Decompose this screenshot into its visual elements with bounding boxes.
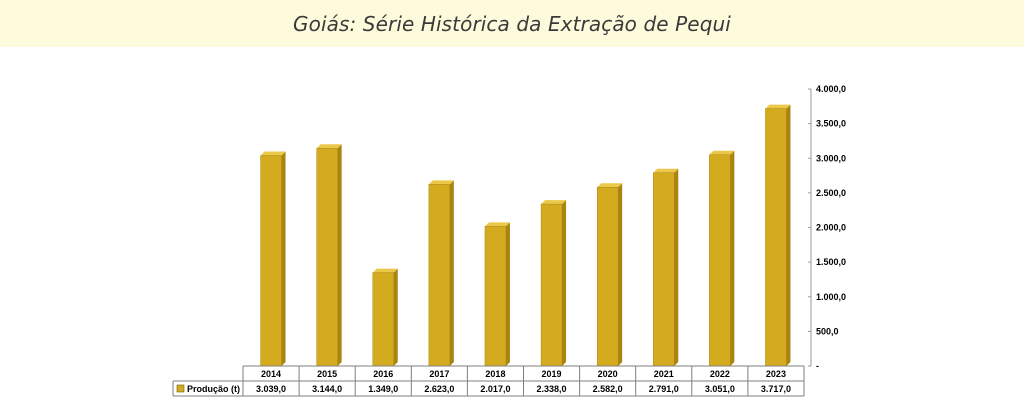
bar-front — [428, 184, 451, 367]
data-value-label: 2.338,0 — [537, 384, 567, 394]
data-value-label: 3.039,0 — [256, 384, 286, 394]
bar-top — [597, 183, 623, 188]
bar-side — [449, 180, 454, 366]
bar-side — [618, 183, 623, 366]
bar — [316, 144, 342, 367]
bar — [540, 200, 567, 367]
bar-side — [505, 222, 510, 366]
bar-front — [765, 108, 787, 367]
data-value-label: 2.017,0 — [480, 384, 510, 394]
x-category-label: 2017 — [429, 369, 449, 379]
bar-side — [730, 150, 735, 366]
data-value-label: 2.791,0 — [649, 384, 679, 394]
bar — [484, 222, 510, 367]
bar-front — [596, 186, 619, 367]
bar-top — [541, 200, 567, 205]
chart-title: Goiás: Série Histórica da Extração de Pe… — [293, 11, 731, 36]
bar-top — [428, 180, 454, 185]
bar-front — [653, 172, 675, 367]
bar-front — [484, 226, 507, 367]
bar — [765, 104, 791, 367]
bar-side — [281, 151, 286, 366]
y-tick-label: 1.000,0 — [816, 292, 846, 302]
bar-top — [372, 268, 398, 273]
bar-front — [540, 203, 563, 367]
x-category-label: 2023 — [766, 369, 786, 379]
x-category-label: 2018 — [485, 369, 505, 379]
bar-side — [786, 104, 791, 366]
bar-side — [562, 200, 567, 366]
y-tick-label: 1.500,0 — [816, 257, 846, 267]
data-value-label: 2.623,0 — [424, 384, 454, 394]
bar-top — [316, 144, 342, 149]
data-value-label: 3.144,0 — [312, 384, 342, 394]
bar-side — [674, 168, 679, 366]
bar-front — [372, 272, 394, 367]
legend-series-label: Produção (t) — [187, 384, 240, 394]
x-category-label: 2020 — [598, 369, 618, 379]
y-tick-label: 3.500,0 — [816, 119, 846, 129]
x-category-label: 2015 — [317, 369, 337, 379]
bar-top — [709, 150, 735, 155]
x-category-label: 2014 — [261, 369, 281, 379]
bar-side — [393, 268, 398, 366]
y-tick-label: 2.500,0 — [816, 188, 846, 198]
y-tick-label: 500,0 — [816, 326, 839, 336]
bar — [428, 180, 454, 367]
bar-front — [709, 154, 731, 367]
y-tick-label: - — [816, 361, 819, 371]
bar-top — [653, 168, 679, 173]
bar — [372, 268, 398, 367]
title-banner: Goiás: Série Histórica da Extração de Pe… — [0, 0, 1024, 47]
bar — [596, 183, 623, 367]
bar-top — [260, 151, 286, 156]
data-value-label: 1.349,0 — [368, 384, 398, 394]
bar — [653, 168, 679, 367]
data-value-label: 2.582,0 — [593, 384, 623, 394]
y-tick-label: 3.000,0 — [816, 153, 846, 163]
y-tick-label: 2.000,0 — [816, 223, 846, 233]
data-value-label: 3.051,0 — [705, 384, 735, 394]
data-value-label: 3.717,0 — [761, 384, 791, 394]
x-category-label: 2019 — [542, 369, 562, 379]
bar — [709, 150, 735, 367]
bar-side — [337, 144, 342, 366]
x-category-label: 2021 — [654, 369, 674, 379]
bar-top — [484, 222, 510, 227]
bar-top — [765, 104, 791, 109]
x-category-label: 2016 — [373, 369, 393, 379]
y-tick-label: 4.000,0 — [816, 84, 846, 94]
bar — [260, 151, 286, 367]
x-category-label: 2022 — [710, 369, 730, 379]
legend-swatch — [176, 384, 185, 393]
bar-front — [260, 155, 282, 367]
bar-front — [316, 148, 338, 367]
